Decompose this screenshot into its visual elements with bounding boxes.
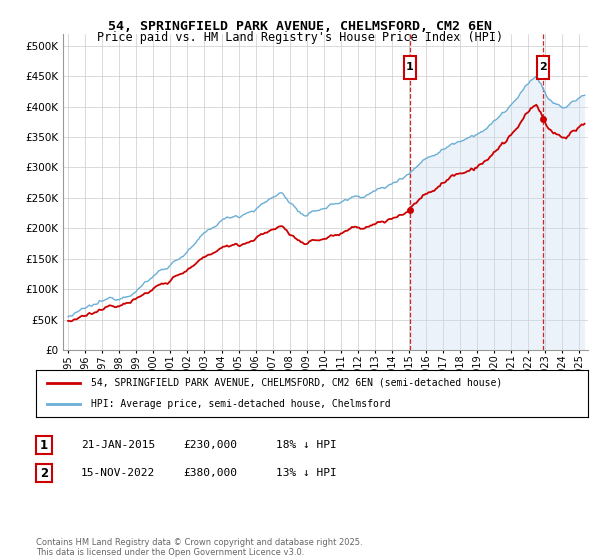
Text: 54, SPRINGFIELD PARK AVENUE, CHELMSFORD, CM2 6EN (semi-detached house): 54, SPRINGFIELD PARK AVENUE, CHELMSFORD,… bbox=[91, 378, 502, 388]
Text: 21-JAN-2015: 21-JAN-2015 bbox=[81, 440, 155, 450]
Text: £230,000: £230,000 bbox=[183, 440, 237, 450]
Text: £380,000: £380,000 bbox=[183, 468, 237, 478]
FancyBboxPatch shape bbox=[538, 55, 550, 78]
Text: 54, SPRINGFIELD PARK AVENUE, CHELMSFORD, CM2 6EN: 54, SPRINGFIELD PARK AVENUE, CHELMSFORD,… bbox=[108, 20, 492, 32]
FancyBboxPatch shape bbox=[404, 55, 416, 78]
Text: 13% ↓ HPI: 13% ↓ HPI bbox=[276, 468, 337, 478]
Text: 2: 2 bbox=[40, 466, 48, 480]
Text: HPI: Average price, semi-detached house, Chelmsford: HPI: Average price, semi-detached house,… bbox=[91, 399, 391, 409]
Text: Price paid vs. HM Land Registry's House Price Index (HPI): Price paid vs. HM Land Registry's House … bbox=[97, 31, 503, 44]
Text: 15-NOV-2022: 15-NOV-2022 bbox=[81, 468, 155, 478]
Text: 1: 1 bbox=[406, 62, 414, 72]
Text: 2: 2 bbox=[539, 62, 547, 72]
Text: 18% ↓ HPI: 18% ↓ HPI bbox=[276, 440, 337, 450]
Text: 1: 1 bbox=[40, 438, 48, 452]
Text: Contains HM Land Registry data © Crown copyright and database right 2025.
This d: Contains HM Land Registry data © Crown c… bbox=[36, 538, 362, 557]
